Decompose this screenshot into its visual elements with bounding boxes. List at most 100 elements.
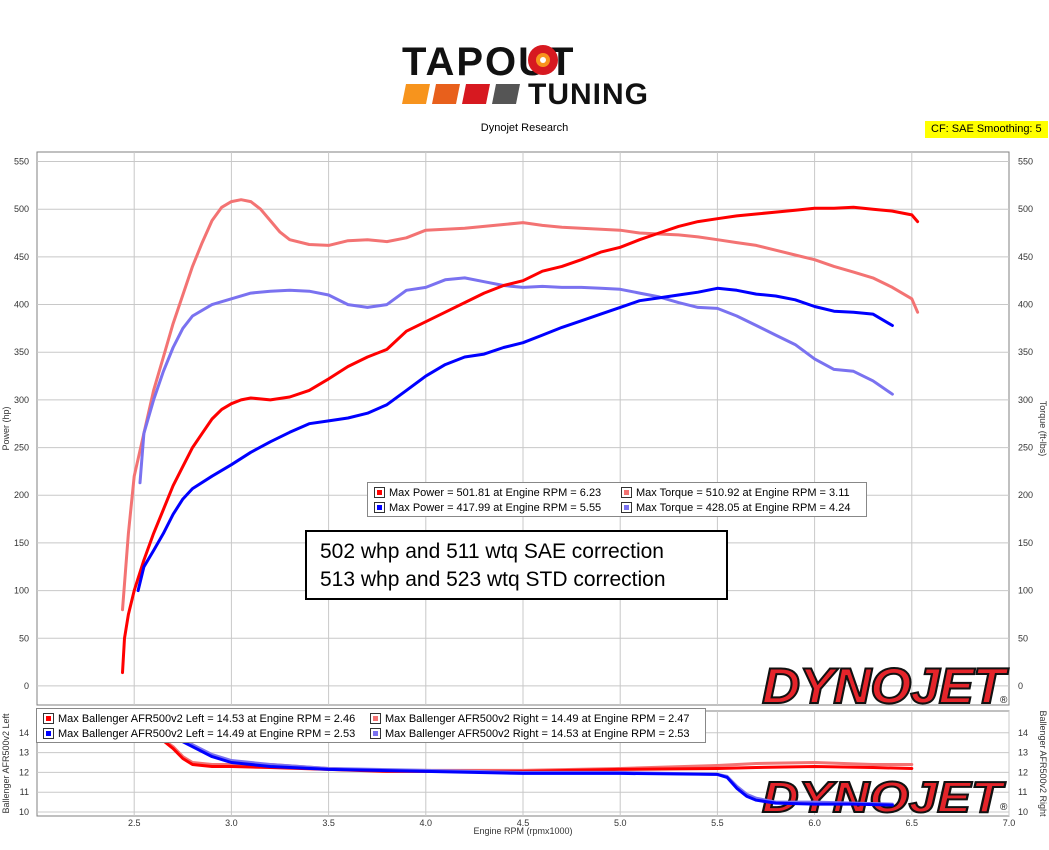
logo-text-tuning: TUNING [528,78,649,111]
main-y-tick-label: 100 [14,586,29,596]
afr-y-axis-label: Ballenger AFR500v2 Left [1,713,11,814]
main-y-tick-label: 400 [14,300,29,310]
main-y-tick-label: 0 [24,681,29,691]
main-y2-tick-label: 50 [1018,633,1028,643]
legend-swatch-fill [46,716,51,721]
legend-swatch [370,713,381,724]
afr-x-tick-label: 7.0 [1003,818,1016,828]
main-y-tick-label: 450 [14,252,29,262]
afr-x-tick-label: 3.5 [322,818,335,828]
afr-y-tick-label: 13 [19,748,29,758]
main-series-line-1 [138,276,894,485]
main-series-line-3 [136,286,894,593]
tapout-tuning-logo: TAPOUT TUNING [402,40,649,111]
afr-series-line-3 [138,721,894,807]
afr-x-tick-label: 3.0 [225,818,238,828]
main-y2-axis-label: Torque (ft-lbs) [1038,401,1048,457]
afr-y-tick-label: 14 [19,728,29,738]
main-y2-tick-label: 0 [1018,681,1023,691]
legend-label: Max Ballenger AFR500v2 Right = 14.49 at … [385,713,690,725]
main-y2-tick-label: 150 [1018,538,1033,548]
legend-label: Max Ballenger AFR500v2 Right = 14.53 at … [385,728,690,740]
legend-swatch-fill [377,505,382,510]
afr-x-tick-label: 4.0 [420,818,433,828]
registered-mark: ® [1000,802,1008,813]
legend-item: Max Torque = 510.92 at Engine RPM = 3.11 [621,486,850,500]
legend-swatch-fill [377,490,382,495]
logo-speed-bars [402,84,520,104]
note-line-2: 513 whp and 523 wtq STD correction [320,568,666,591]
legend-swatch-fill [46,731,51,736]
dynojet-watermark: DYNOJET [762,773,1006,822]
afr-x-axis-label: Engine RPM (rpmx1000) [473,826,572,836]
main-y-tick-label: 150 [14,538,29,548]
main-y2-tick-label: 350 [1018,347,1033,357]
afr-legend: Max Ballenger AFR500v2 Left = 14.53 at E… [36,708,706,743]
main-y-tick-label: 200 [14,490,29,500]
dynojet-watermark: DYNOJET [762,658,1010,714]
main-y-axis-label: Power (hp) [1,406,11,450]
afr-x-tick-label: 4.5 [517,818,530,828]
afr-y2-tick-label: 11 [1018,787,1027,797]
correction-factor-badge: CF: SAE Smoothing: 5 [925,121,1048,138]
main-y-tick-label: 350 [14,347,29,357]
legend-swatch [374,502,385,513]
main-y-tick-label: 250 [14,443,29,453]
afr-y2-tick-label: 12 [1018,767,1028,777]
legend-item: Max Ballenger AFR500v2 Left = 14.49 at E… [43,727,355,741]
legend-item: Max Power = 417.99 at Engine RPM = 5.55 [374,501,601,515]
legend-swatch-fill [373,731,378,736]
afr-y2-tick-label: 14 [1018,728,1028,738]
afr-x-tick-label: 5.5 [711,818,724,828]
legend-swatch-fill [624,490,629,495]
main-y-tick-label: 50 [19,633,29,643]
afr-y-tick-label: 12 [19,767,29,777]
legend-swatch [621,487,632,498]
afr-x-tick-label: 6.5 [906,818,919,828]
legend-swatch [621,502,632,513]
legend-label: Max Power = 501.81 at Engine RPM = 6.23 [389,487,602,499]
main-y-tick-label: 550 [14,157,29,167]
main-y2-tick-label: 450 [1018,252,1033,262]
subtitle: Dynojet Research [480,122,569,134]
legend-swatch-fill [624,505,629,510]
legend-label: Max Ballenger AFR500v2 Left = 14.49 at E… [58,728,356,740]
main-series-line-2 [121,205,920,675]
legend-swatch [370,728,381,739]
main-y-tick-label: 500 [14,204,29,214]
main-y2-tick-label: 400 [1018,300,1033,310]
main-series-line-0 [121,198,920,612]
registered-mark: ® [1000,695,1008,706]
main-chart-panel: DYNOJET®05010015020025030035040045050055… [1,151,1048,715]
afr-series-group [124,720,914,807]
main-y2-tick-label: 200 [1018,490,1033,500]
afr-y-tick-label: 10 [19,807,29,817]
afr-x-tick-label: 6.0 [808,818,821,828]
afr-y2-tick-label: 10 [1018,807,1028,817]
legend-label: Max Power = 417.99 at Engine RPM = 5.55 [389,502,602,514]
turbo-icon [528,45,558,75]
legend-label: Max Ballenger AFR500v2 Left = 14.53 at E… [58,713,356,725]
correction-note-box: 502 whp and 511 wtq SAE correction 513 w… [305,530,728,600]
main-series-group [121,198,920,675]
legend-item: Max Torque = 428.05 at Engine RPM = 4.24 [621,501,850,515]
main-y2-tick-label: 100 [1018,586,1033,596]
legend-swatch [374,487,385,498]
legend-item: Max Power = 501.81 at Engine RPM = 6.23 [374,486,601,500]
main-y2-tick-label: 300 [1018,395,1033,405]
legend-swatch-fill [373,716,378,721]
legend-item: Max Ballenger AFR500v2 Right = 14.49 at … [370,712,690,726]
legend-item: Max Ballenger AFR500v2 Right = 14.53 at … [370,727,690,741]
legend-item: Max Ballenger AFR500v2 Left = 14.53 at E… [43,712,355,726]
afr-x-tick-label: 5.0 [614,818,627,828]
afr-y2-axis-label: Ballenger AFR500v2 Right [1038,710,1048,817]
legend-label: Max Torque = 428.05 at Engine RPM = 4.24 [636,502,851,514]
afr-x-tick-label: 2.5 [128,818,141,828]
afr-y-tick-label: 11 [20,787,29,797]
legend-swatch [43,728,54,739]
power-torque-legend: Max Power = 501.81 at Engine RPM = 6.23 … [367,482,867,517]
note-line-1: 502 whp and 511 wtq SAE correction [320,540,664,563]
main-y2-tick-label: 500 [1018,204,1033,214]
legend-label: Max Torque = 510.92 at Engine RPM = 3.11 [636,487,850,499]
